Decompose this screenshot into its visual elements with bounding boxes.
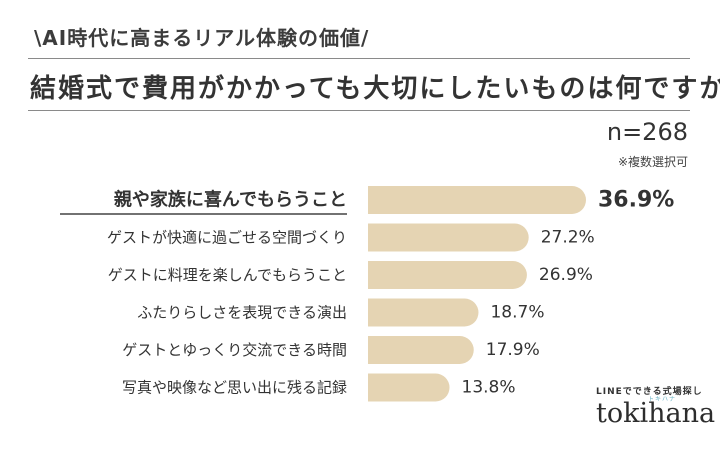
title-rule-top (28, 58, 690, 59)
title-rule-bottom (28, 110, 690, 111)
multiple-choice-note: ※複数選択可 (617, 155, 688, 169)
value-label: 27.2% (541, 228, 595, 248)
value-label: 13.8% (462, 378, 516, 398)
value-label: 36.9% (598, 188, 674, 213)
value-label: 17.9% (486, 340, 540, 360)
page-title: 結婚式で費用がかかっても大切にしたいものは何ですか？ (30, 74, 720, 104)
category-label: ふたりらしさを表現できる演出 (137, 304, 347, 322)
category-label: 写真や映像など思い出に残る記録 (122, 379, 347, 397)
bar (368, 261, 527, 289)
sample-size-label: n=268 (606, 118, 688, 146)
category-label: 親や家族に喜んでもらうこと (114, 189, 347, 211)
brand-tagline: LINEでできる式場探し (596, 387, 703, 397)
bar (368, 373, 450, 402)
value-label: 18.7% (490, 303, 544, 323)
category-label: ゲストに料理を楽しんでもらうこと (108, 266, 347, 284)
brand-logo: tokihana (596, 398, 716, 429)
bar (368, 336, 474, 364)
subtitle: \AI時代に高まるリアル体験の価値/ (34, 26, 370, 50)
value-label: 26.9% (539, 265, 593, 285)
brand-sub: トキハナ (648, 396, 677, 403)
bar (368, 298, 479, 327)
bar (368, 223, 529, 252)
category-label: ゲストが快適に過ごせる空間づくり (107, 229, 347, 247)
category-label: ゲストとゆっくり交流できる時間 (122, 341, 347, 359)
bar (368, 186, 586, 214)
